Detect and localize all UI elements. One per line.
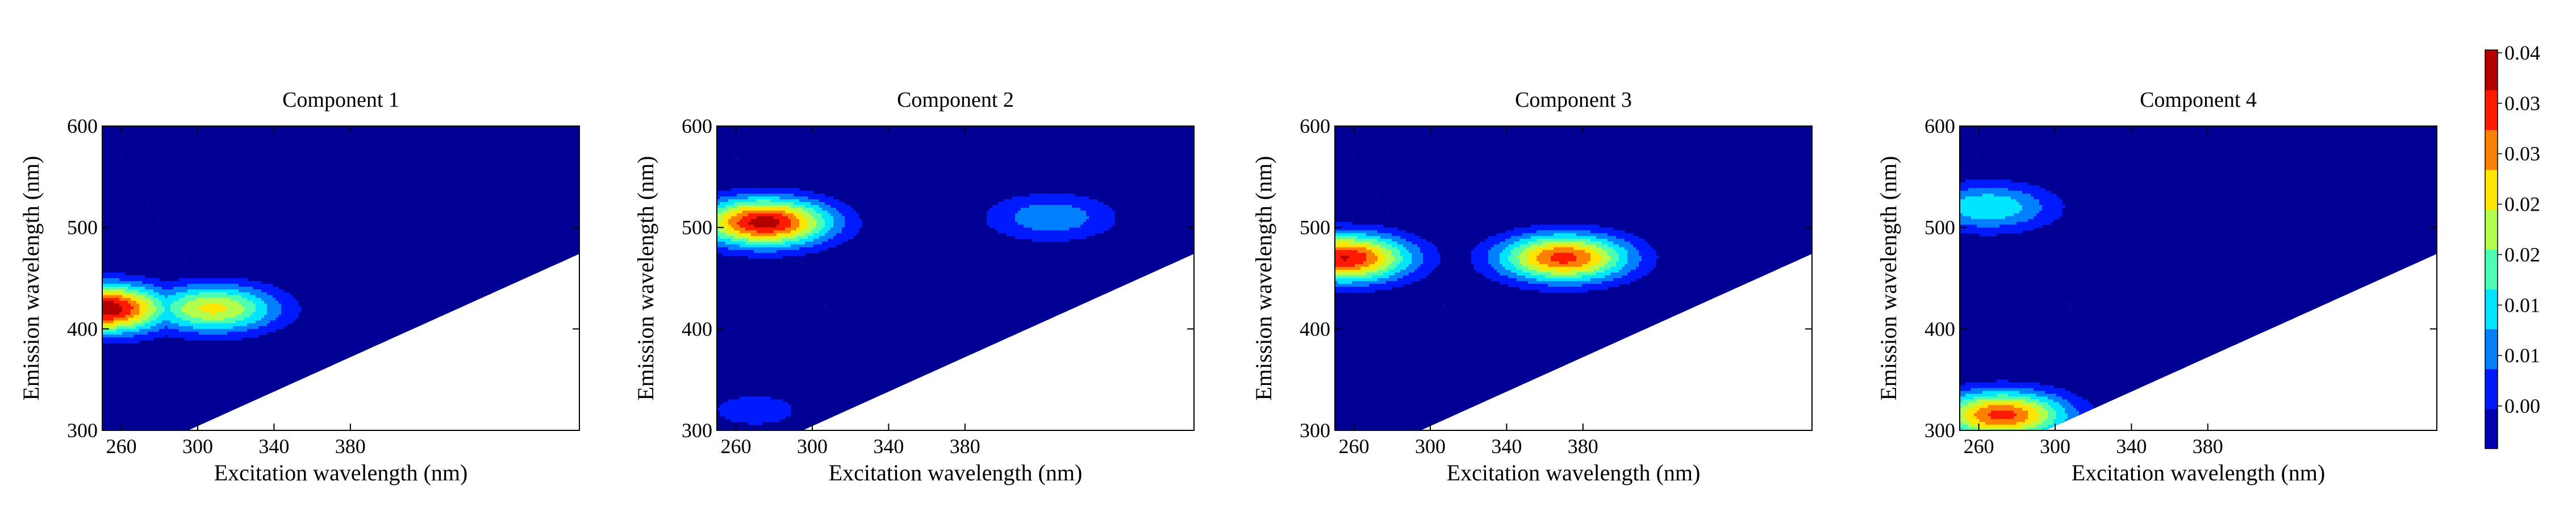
x-tick-label: 300 [1415, 435, 1446, 458]
colorbar-tick-label: 0.03 [2504, 92, 2540, 115]
x-tick-label: 260 [1339, 435, 1370, 458]
x-tick-label: 300 [797, 435, 828, 458]
y-tick-label: 500 [67, 216, 98, 239]
colorbar-tick-label: 0.02 [2504, 243, 2540, 266]
y-tick-label: 400 [1300, 317, 1330, 340]
y-tick-label: 600 [67, 115, 98, 137]
y-tick-label: 400 [682, 317, 712, 340]
y-tick-label: 600 [682, 115, 712, 137]
colorbar-tick-label: 0.03 [2504, 143, 2540, 165]
masked-region-lower [1421, 254, 1812, 430]
x-tick-label: 260 [1964, 435, 1994, 458]
panel-title: Component 1 [282, 88, 399, 112]
plot-frame [716, 125, 1195, 431]
colorbar-segment [2485, 169, 2498, 210]
colorbar-tick-label: 0.00 [2504, 395, 2540, 417]
colorbar-tick-label: 0.02 [2504, 193, 2540, 216]
plot-frame [102, 125, 580, 431]
x-tick-label: 380 [335, 435, 366, 458]
masked-region-upper [717, 126, 832, 315]
x-tick-label: 260 [721, 435, 751, 458]
colorbar-segment [2485, 289, 2498, 329]
x-tick-label: 340 [873, 435, 904, 458]
x-axis-label: Excitation wavelength (nm) [214, 460, 468, 485]
x-tick-label: 380 [1568, 435, 1598, 458]
component-panels: Component 1 260 300 340 380 300 400 500 600 Excit… [18, 88, 2437, 485]
y-axis-label: Emission wavelength (nm) [1251, 156, 1276, 400]
intensity-field [102, 126, 579, 430]
x-axis-label: Excitation wavelength (nm) [829, 460, 1083, 485]
plot-frame [1334, 125, 1813, 431]
x-tick-label: 260 [106, 435, 137, 458]
colorbar-segment [2485, 209, 2498, 250]
y-tick-label: 500 [1300, 216, 1330, 239]
component-panel-1: Component 1 260 300 340 380 300 400 500 600 Excit… [18, 88, 580, 485]
y-tick-label: 400 [1924, 317, 1955, 340]
y-tick-label: 300 [67, 419, 98, 442]
colorbar-tick-label: 0.01 [2504, 344, 2540, 367]
panel-title: Component 3 [1515, 88, 1632, 112]
colorbar-segment [2485, 129, 2498, 170]
x-tick-label: 340 [1491, 435, 1522, 458]
masked-region-upper [102, 126, 217, 315]
y-tick-label: 300 [682, 419, 712, 442]
intensity-field [1335, 126, 1812, 430]
masked-region-lower [188, 254, 579, 430]
masked-region-upper [1960, 126, 2074, 315]
y-axis-label: Emission wavelength (nm) [18, 156, 44, 400]
x-axis-label: Excitation wavelength (nm) [1447, 460, 1701, 485]
component-panel-2: Component 2 260 300 340 380 300 400 500 600 Excit… [633, 88, 1195, 485]
colorbar-frame [2485, 49, 2498, 449]
y-axis-label: Emission wavelength (nm) [1876, 156, 1901, 400]
colorbar-segment [2485, 50, 2498, 90]
x-tick-label: 380 [950, 435, 980, 458]
y-tick-label: 600 [1300, 115, 1330, 137]
component-panel-3: Component 3 260 300 340 380 300 400 500 600 Excit… [1251, 88, 1813, 485]
x-tick-label: 380 [2193, 435, 2223, 458]
y-tick-label: 500 [1924, 216, 1955, 239]
x-tick-label: 300 [2040, 435, 2070, 458]
y-tick-label: 500 [682, 216, 712, 239]
colorbar: 0.04 0.03 0.03 0.02 0.02 0.01 0.01 0.00 [2485, 41, 2540, 449]
colorbar-segment [2485, 368, 2498, 409]
y-tick-label: 600 [1924, 115, 1955, 137]
colorbar-segment [2485, 329, 2498, 370]
colorbar-tick-label: 0.01 [2504, 294, 2540, 316]
x-axis-label: Excitation wavelength (nm) [2072, 460, 2326, 485]
y-tick-label: 400 [67, 317, 98, 340]
component-panel-4: Component 4 260 300 340 380 300 400 500 600 Excit… [1876, 88, 2437, 485]
x-tick-label: 300 [182, 435, 213, 458]
intensity-field [717, 126, 1194, 430]
y-tick-label: 300 [1300, 419, 1330, 442]
y-tick-label: 300 [1924, 419, 1955, 442]
x-tick-label: 340 [2116, 435, 2147, 458]
colorbar-segment [2485, 408, 2498, 449]
y-axis-label: Emission wavelength (nm) [633, 156, 658, 400]
colorbar-segment [2485, 249, 2498, 290]
colorbar-segment [2485, 90, 2498, 130]
x-tick-label: 340 [258, 435, 289, 458]
masked-region-lower [803, 254, 1194, 430]
masked-region-lower [2045, 254, 2437, 430]
intensity-field [1960, 126, 2437, 430]
plot-frame [1959, 125, 2437, 431]
colorbar-tick-label: 0.04 [2504, 41, 2540, 64]
panel-title: Component 4 [2140, 88, 2257, 112]
masked-region-upper [1335, 126, 1450, 315]
panel-title: Component 2 [897, 88, 1014, 112]
